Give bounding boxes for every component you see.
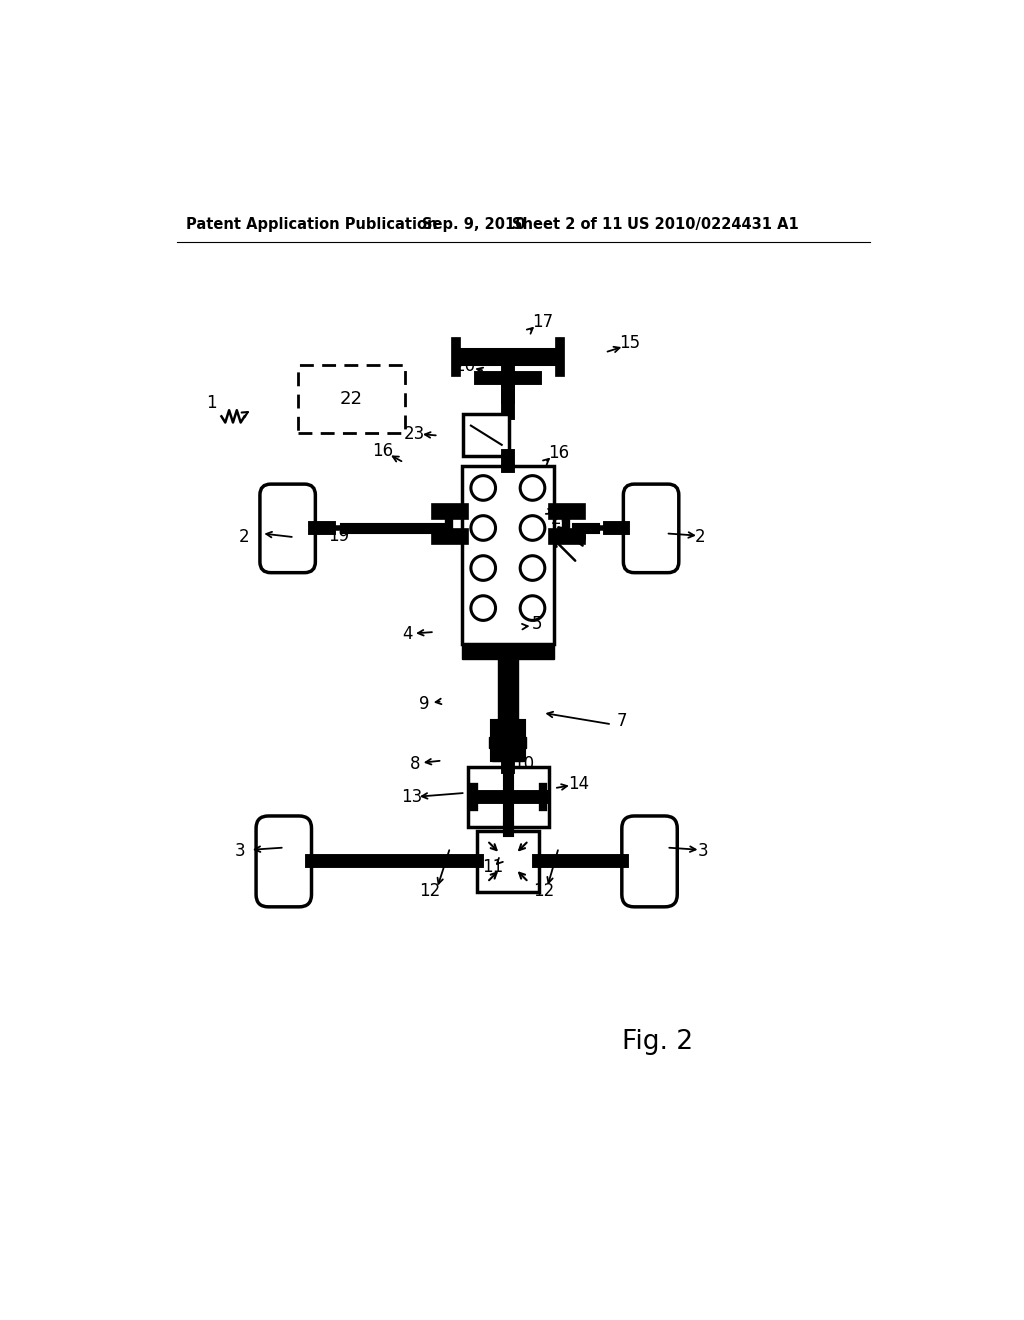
- Bar: [462, 644, 554, 659]
- Text: 4: 4: [402, 626, 413, 643]
- Text: Sep. 9, 2010: Sep. 9, 2010: [422, 216, 525, 232]
- Bar: [489, 738, 526, 748]
- Text: 3: 3: [697, 842, 708, 861]
- Text: 10: 10: [513, 755, 534, 772]
- Text: 28: 28: [551, 510, 572, 528]
- Text: 19: 19: [566, 529, 588, 548]
- Text: Patent Application Publication: Patent Application Publication: [186, 216, 437, 232]
- Text: 8: 8: [411, 755, 421, 772]
- Text: 1: 1: [206, 395, 217, 412]
- Bar: [298, 364, 404, 433]
- Text: 20: 20: [455, 358, 476, 375]
- Text: 22: 22: [340, 389, 364, 408]
- Bar: [493, 751, 523, 760]
- Text: 19: 19: [328, 527, 349, 545]
- Text: 12: 12: [534, 883, 555, 900]
- Bar: [463, 414, 509, 457]
- Text: 7: 7: [616, 711, 627, 730]
- Text: 6: 6: [538, 645, 548, 664]
- Text: 11: 11: [482, 858, 503, 875]
- Bar: [468, 767, 549, 826]
- Text: 13: 13: [401, 788, 422, 807]
- FancyBboxPatch shape: [624, 484, 679, 573]
- Text: 23: 23: [403, 425, 425, 444]
- Text: 17: 17: [531, 313, 553, 330]
- Text: 2: 2: [695, 528, 706, 546]
- Text: 16: 16: [373, 442, 393, 459]
- Text: 3: 3: [234, 842, 245, 861]
- Bar: [477, 830, 539, 892]
- Text: 12: 12: [419, 883, 440, 900]
- Bar: [462, 466, 554, 644]
- Text: Sheet 2 of 11: Sheet 2 of 11: [512, 216, 623, 232]
- Text: 9: 9: [420, 694, 430, 713]
- Text: 5: 5: [531, 615, 543, 634]
- FancyBboxPatch shape: [622, 816, 677, 907]
- Text: US 2010/0224431 A1: US 2010/0224431 A1: [628, 216, 799, 232]
- Text: 14: 14: [568, 775, 589, 792]
- Text: 16: 16: [548, 444, 569, 462]
- FancyBboxPatch shape: [260, 484, 315, 573]
- FancyBboxPatch shape: [256, 816, 311, 907]
- Text: Fig. 2: Fig. 2: [623, 1030, 693, 1056]
- Bar: [498, 659, 518, 743]
- Text: 2: 2: [240, 528, 250, 546]
- Text: 15: 15: [618, 334, 640, 352]
